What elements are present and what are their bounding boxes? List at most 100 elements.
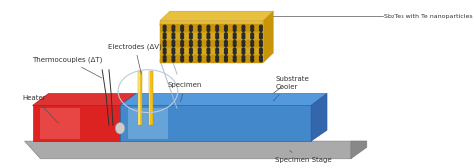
- Text: Thermocouples (ΔT): Thermocouples (ΔT): [33, 57, 103, 78]
- Bar: [149, 71, 150, 125]
- Circle shape: [207, 51, 210, 54]
- Circle shape: [198, 48, 201, 51]
- Circle shape: [163, 58, 166, 62]
- Bar: [160, 47, 264, 55]
- Circle shape: [225, 25, 228, 29]
- Circle shape: [198, 56, 201, 59]
- Circle shape: [233, 43, 236, 47]
- Circle shape: [190, 58, 192, 62]
- Polygon shape: [25, 141, 367, 159]
- Circle shape: [260, 48, 262, 51]
- Polygon shape: [33, 94, 136, 106]
- Circle shape: [251, 36, 254, 39]
- Bar: [160, 55, 264, 62]
- Circle shape: [190, 25, 192, 29]
- Circle shape: [115, 123, 125, 134]
- Circle shape: [251, 48, 254, 51]
- Polygon shape: [351, 141, 367, 159]
- Circle shape: [242, 43, 245, 47]
- Circle shape: [251, 40, 254, 44]
- Bar: [149, 71, 153, 125]
- Circle shape: [216, 51, 219, 54]
- Circle shape: [198, 36, 201, 39]
- Text: Specimen Stage: Specimen Stage: [275, 151, 332, 163]
- Circle shape: [207, 36, 210, 39]
- Circle shape: [225, 36, 228, 39]
- Circle shape: [207, 28, 210, 31]
- Circle shape: [190, 43, 192, 47]
- Circle shape: [207, 48, 210, 51]
- Circle shape: [207, 58, 210, 62]
- Circle shape: [190, 51, 192, 54]
- Circle shape: [198, 40, 201, 44]
- Circle shape: [216, 58, 219, 62]
- Text: Cooler: Cooler: [273, 84, 298, 101]
- Polygon shape: [33, 106, 120, 141]
- Circle shape: [242, 40, 245, 44]
- Circle shape: [190, 36, 192, 39]
- Circle shape: [233, 28, 236, 31]
- Circle shape: [225, 28, 228, 31]
- Bar: [160, 32, 264, 40]
- Circle shape: [190, 48, 192, 51]
- Circle shape: [198, 58, 201, 62]
- Circle shape: [163, 36, 166, 39]
- Circle shape: [190, 56, 192, 59]
- Circle shape: [190, 40, 192, 44]
- Circle shape: [163, 25, 166, 29]
- Circle shape: [233, 58, 236, 62]
- Circle shape: [242, 28, 245, 31]
- Circle shape: [181, 51, 183, 54]
- Polygon shape: [128, 108, 168, 139]
- Circle shape: [172, 36, 175, 39]
- Circle shape: [233, 56, 236, 59]
- Circle shape: [260, 51, 262, 54]
- Circle shape: [260, 43, 262, 47]
- Circle shape: [225, 58, 228, 62]
- Circle shape: [198, 33, 201, 36]
- Circle shape: [198, 25, 201, 29]
- Circle shape: [181, 36, 183, 39]
- Polygon shape: [120, 94, 327, 106]
- Circle shape: [181, 48, 183, 51]
- Circle shape: [163, 56, 166, 59]
- Circle shape: [216, 28, 219, 31]
- Circle shape: [198, 43, 201, 47]
- Circle shape: [242, 56, 245, 59]
- Circle shape: [233, 40, 236, 44]
- Circle shape: [216, 48, 219, 51]
- Circle shape: [260, 56, 262, 59]
- Circle shape: [260, 25, 262, 29]
- Circle shape: [163, 48, 166, 51]
- Polygon shape: [311, 94, 327, 141]
- Circle shape: [251, 33, 254, 36]
- Circle shape: [181, 25, 183, 29]
- Bar: [160, 25, 264, 32]
- Circle shape: [181, 56, 183, 59]
- Circle shape: [207, 33, 210, 36]
- Circle shape: [242, 58, 245, 62]
- Text: Heater: Heater: [23, 95, 58, 123]
- Circle shape: [198, 51, 201, 54]
- Circle shape: [216, 40, 219, 44]
- Circle shape: [181, 28, 183, 31]
- Circle shape: [225, 33, 228, 36]
- Circle shape: [251, 58, 254, 62]
- Bar: [138, 71, 142, 125]
- Circle shape: [172, 25, 175, 29]
- Circle shape: [233, 33, 236, 36]
- Circle shape: [198, 28, 201, 31]
- Circle shape: [260, 40, 262, 44]
- Circle shape: [216, 25, 219, 29]
- Circle shape: [242, 48, 245, 51]
- Circle shape: [172, 48, 175, 51]
- Circle shape: [251, 28, 254, 31]
- Circle shape: [225, 56, 228, 59]
- Circle shape: [242, 33, 245, 36]
- Polygon shape: [40, 108, 80, 139]
- Circle shape: [225, 51, 228, 54]
- Circle shape: [172, 56, 175, 59]
- Circle shape: [260, 33, 262, 36]
- Circle shape: [251, 51, 254, 54]
- Text: Substrate: Substrate: [273, 76, 309, 93]
